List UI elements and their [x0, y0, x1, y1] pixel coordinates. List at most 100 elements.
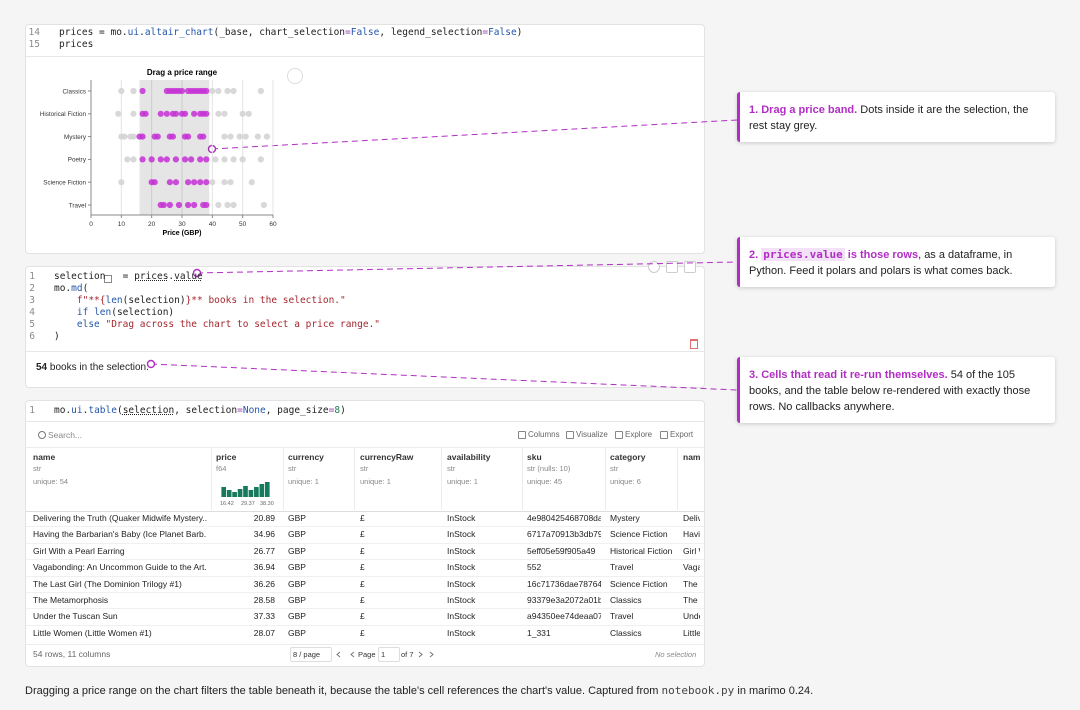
run-button[interactable] — [648, 261, 660, 273]
table-cell: GBP — [288, 611, 306, 622]
search-icon — [38, 431, 46, 439]
histogram-label: 16.42 — [220, 501, 234, 507]
chart-cell — [25, 24, 705, 254]
table-cell: 4e980425468708da — [527, 513, 601, 523]
column-dtype: str — [33, 464, 42, 473]
text-segment: if — [54, 307, 89, 318]
code-line: prices = mo.ui.altair_chart(_base, chart… — [59, 27, 522, 38]
column-border — [677, 448, 678, 510]
toolbar-button[interactable]: Visualize — [576, 430, 608, 439]
code-line: prices — [59, 39, 93, 50]
text-segment: mo. — [54, 405, 72, 416]
line-number: 14 — [28, 27, 40, 38]
text-segment: f"**{ — [54, 295, 106, 306]
column-dtype: f64 — [216, 464, 227, 473]
column-unique: unique: 6 — [610, 477, 641, 486]
table-cell: Under the Tuscan Sun — [33, 611, 118, 622]
table-cell: InStock — [447, 513, 476, 523]
text-segment: "Drag across the chart to select a price… — [99, 319, 381, 330]
table-cell: 552 — [527, 562, 542, 573]
cell-divider — [26, 56, 704, 57]
page-size: 8 / page — [293, 650, 321, 659]
table-cell: 6717a70913b3db79 — [527, 529, 601, 540]
toolbar-button[interactable]: Export — [670, 430, 694, 439]
column-header: availability — [447, 452, 491, 462]
column-unique: unique: 45 — [527, 477, 563, 486]
table-cell: 34.96 — [253, 529, 275, 540]
text-segment: , as a dataframe, in Python. Feed it pol… — [749, 249, 1013, 277]
table-cell: InStock — [447, 627, 476, 638]
tool-icon — [660, 431, 668, 439]
code-line: if len(selection) — [54, 307, 174, 318]
line-number: 6 — [29, 331, 35, 342]
table-cell: Girl With a Pearl Earring — [33, 545, 125, 556]
page-count: of 7 — [401, 650, 414, 659]
code-line: f"**{len(selection)}** books in the sele… — [54, 295, 346, 306]
text-segment: ui — [127, 27, 140, 38]
table-cell: GBP — [288, 562, 306, 573]
code-line: else "Drag across the chart to select a … — [54, 319, 380, 330]
table-cell: £ — [360, 627, 365, 638]
table-cell: 1_331 — [527, 627, 551, 638]
text-segment: (selection) — [111, 307, 175, 318]
line-number: 15 — [28, 39, 40, 50]
text-segment: None — [242, 405, 266, 416]
page-input[interactable] — [378, 647, 400, 662]
column-header: currencyRaw — [360, 452, 414, 462]
column-border — [605, 448, 606, 510]
table-cell: 28.58 — [253, 595, 275, 605]
annotation: 1. Drag a price band. Dots inside it are… — [737, 92, 1055, 142]
text-segment: in marimo 0.24. — [734, 685, 814, 697]
column-unique: unique: 54 — [33, 477, 69, 486]
column-unique: unique: 1 — [360, 477, 391, 486]
row-divider — [26, 624, 704, 626]
text-segment: 8 — [334, 405, 341, 416]
table-cell: Science Fiction — [610, 578, 668, 589]
text-segment: , legend_selection — [379, 27, 483, 38]
text-segment: False — [350, 27, 380, 38]
text-segment: Dragging a price range on the chart filt… — [25, 685, 662, 697]
column-border — [211, 448, 212, 510]
text-segment: 1. Drag a price band. — [749, 104, 858, 116]
row-divider — [26, 592, 704, 593]
table-cell: Having the Barbarian's Baby (Ice Planet … — [33, 529, 207, 540]
table-cell: £ — [360, 611, 365, 622]
text-segment: = — [105, 271, 135, 282]
text-segment: 54 — [36, 362, 48, 373]
text-segment: 3. Cells that read it re-run themselves. — [749, 369, 948, 381]
table-cell: InStock — [447, 578, 476, 589]
text-segment: ) — [340, 405, 346, 416]
table-cell: 16c71736dae78764 — [527, 578, 601, 589]
table-footer: 54 rows, 11 columns — [33, 649, 111, 659]
row-divider — [26, 526, 704, 528]
table-cell: Little Women (Little Women #1) — [33, 627, 152, 638]
text-segment: mo. — [54, 283, 72, 294]
text-segment: len — [105, 295, 123, 306]
text-segment: . — [168, 271, 175, 282]
search-box[interactable]: Search... — [48, 430, 83, 440]
text-segment: books in the selection. — [47, 362, 149, 373]
row-divider — [26, 608, 704, 610]
line-number: 2 — [29, 283, 35, 294]
text-segment: = — [328, 405, 335, 416]
table-cell: The M — [683, 595, 700, 605]
page-size-select[interactable] — [290, 647, 332, 662]
text-segment: ui — [71, 405, 83, 416]
text-segment: , page_size — [265, 405, 329, 416]
table-cell: GBP — [288, 595, 306, 605]
column-border — [354, 448, 355, 510]
text-segment: (selection) — [122, 295, 186, 306]
chart-menu[interactable] — [287, 68, 303, 84]
table-cell: InStock — [447, 529, 476, 540]
cell-button[interactable] — [666, 261, 678, 273]
toolbar-button[interactable]: Explore — [625, 430, 653, 439]
table-cell: 5eff05e59f905a49 — [527, 545, 596, 556]
toolbar-button[interactable]: Columns — [528, 430, 560, 439]
text-segment: altair_chart — [144, 27, 214, 38]
column-dtype: str — [288, 464, 297, 473]
cell-button[interactable] — [684, 261, 696, 273]
delete-button[interactable] — [690, 339, 698, 349]
table-cell: £ — [360, 513, 365, 523]
line-number: 4 — [29, 307, 35, 318]
